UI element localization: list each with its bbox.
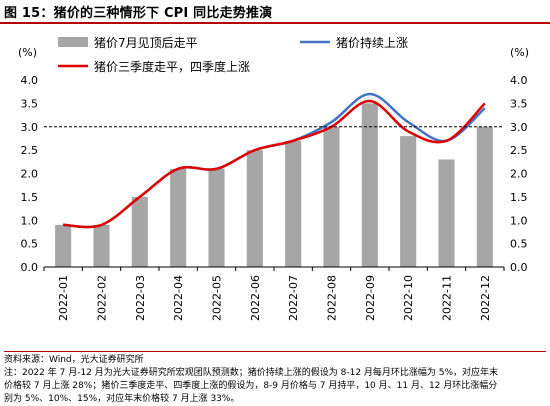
x-tick-label: 2022-11 (441, 275, 454, 321)
x-tick-label: 2022-02 (96, 275, 109, 321)
x-tick-label: 2022-05 (211, 275, 224, 321)
left-tick-label: 4.0 (21, 74, 39, 87)
bar (476, 126, 493, 267)
bar (361, 103, 378, 267)
bar (170, 168, 187, 267)
x-tick-label: 2022-03 (134, 275, 147, 321)
right-tick-label: 0.5 (510, 238, 528, 251)
legend-swatch-bar (58, 37, 88, 47)
right-tick-label: 2.5 (510, 144, 528, 157)
x-axis: 2022-01 2022-02 2022-03 2022-04 2022-05 2022-… (43, 126, 505, 321)
bar (438, 159, 455, 267)
bar (285, 140, 302, 267)
left-y-axis: (%) 0.0 0.5 1.0 1.5 2.0 2.5 3.0 3.5 4.0 (18, 46, 38, 274)
right-tick-label: 1.5 (510, 191, 528, 204)
left-axis-unit: (%) (18, 46, 37, 59)
bar (246, 150, 263, 267)
bar (400, 136, 417, 267)
right-axis-unit: (%) (510, 46, 529, 59)
series-line-red (63, 99, 486, 229)
legend-label: 猪价持续上涨 (336, 35, 408, 50)
bar-series (55, 103, 493, 267)
right-y-axis: (%) 0.0 0.5 1.0 1.5 2.0 2.5 3.0 3.5 4.0 (510, 46, 529, 274)
bar (208, 168, 225, 267)
left-tick-label: 3.5 (21, 97, 39, 110)
legend-label: 猪价7月见顶后走平 (94, 36, 198, 50)
x-tick-label: 2022-08 (326, 275, 339, 321)
legend-item: 猪价三季度走平，四季度上涨 (58, 59, 250, 74)
bar (55, 224, 72, 267)
x-tick-label: 2022-04 (172, 275, 185, 321)
x-tick-label: 2022-12 (479, 275, 492, 321)
footnote-line-1: 注：2022 年 7 月-12 月为光大证券研究所宏观团队预测数；猪价持续上涨的… (4, 368, 499, 378)
x-tick-label: 2022-01 (57, 275, 70, 321)
left-tick-label: 1.5 (21, 191, 39, 204)
right-tick-label: 0.0 (510, 261, 528, 274)
left-tick-label: 2.5 (21, 144, 39, 157)
left-tick-label: 0.5 (21, 238, 39, 251)
right-tick-label: 1.0 (510, 214, 528, 227)
legend-item: 猪价持续上涨 (300, 35, 408, 50)
left-tick-label: 2.0 (21, 168, 39, 181)
bar (323, 126, 340, 267)
chart-footer: 资料来源：Wind，光大证券研究所 注：2022 年 7 月-12 月为光大证券… (4, 351, 546, 406)
title-bar: 图 15：猪价的三种情形下 CPI 同比走势推演 (0, 0, 550, 24)
bar (93, 224, 110, 267)
x-tick-label: 2022-10 (402, 275, 415, 321)
x-tick-label: 2022-06 (249, 275, 262, 321)
source-note: 资料来源：Wind，光大证券研究所 (4, 355, 144, 365)
bar (131, 196, 148, 267)
left-tick-label: 1.0 (21, 214, 39, 227)
x-tick-label: 2022-09 (364, 275, 377, 321)
left-tick-label: 3.0 (21, 121, 39, 134)
legend-item: 猪价7月见顶后走平 (58, 36, 198, 50)
footnote-line-3: 别为 5%、10%、15%，对应年末价格较 7 月上涨 33%。 (4, 394, 240, 404)
right-tick-label: 2.0 (510, 168, 528, 181)
right-tick-label: 3.5 (510, 97, 528, 110)
right-tick-label: 3.0 (510, 121, 528, 134)
right-tick-label: 4.0 (510, 74, 528, 87)
chart-title: 图 15：猪价的三种情形下 CPI 同比走势推演 (4, 6, 273, 21)
x-tick-label: 2022-07 (287, 275, 300, 321)
left-tick-label: 0.0 (21, 261, 39, 274)
line-series (63, 92, 486, 229)
legend-label: 猪价三季度走平，四季度上涨 (94, 59, 250, 74)
footnote-line-2: 价格较 7 月上涨 28%；猪价三季度走平、四季度上涨的假设为，8-9 月价格与… (4, 381, 498, 391)
